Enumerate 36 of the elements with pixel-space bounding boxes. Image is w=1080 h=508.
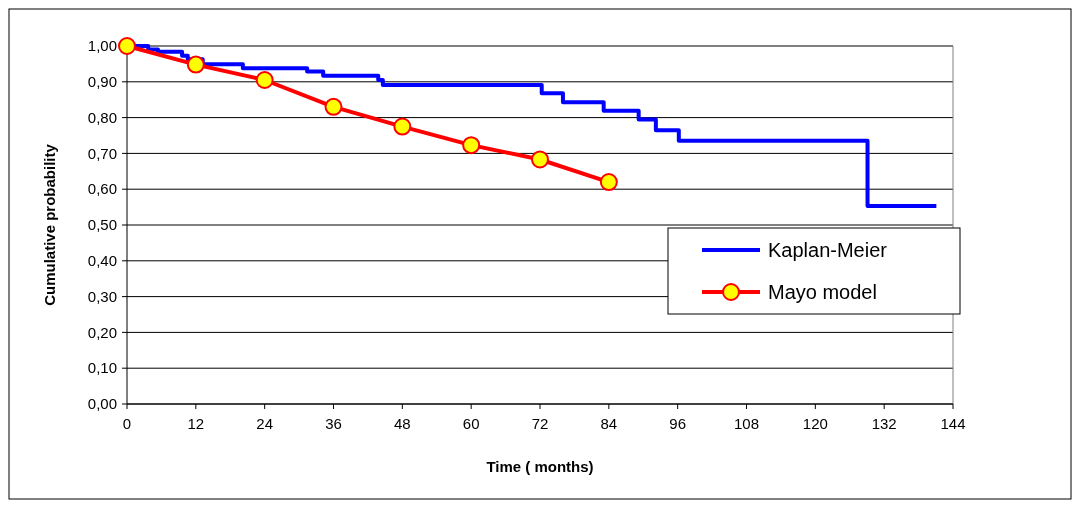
y-tick-label: 0,40	[87, 252, 117, 270]
x-tick-label: 24	[256, 415, 274, 432]
x-tick-label: 60	[462, 415, 480, 432]
y-tick-label: 0,10	[87, 359, 117, 377]
y-tick-label: 0,80	[87, 108, 117, 126]
y-tick-label: 0,70	[87, 144, 117, 162]
x-tick-label: 48	[393, 415, 411, 432]
x-axis-title: Time ( months)	[486, 458, 594, 475]
y-axis-title: Cumulative probability	[41, 143, 58, 306]
x-tick-label: 96	[669, 415, 687, 432]
point	[255, 71, 274, 90]
x-tick-label: 0	[122, 415, 132, 432]
y-tick-label: 1,00	[87, 37, 117, 55]
point	[462, 136, 481, 155]
y-tick-label: 0,50	[87, 216, 117, 234]
point	[118, 37, 136, 55]
x-tick-label: 144	[940, 415, 966, 432]
y-tick-label: 0,60	[87, 180, 117, 198]
y-tick-label: 0,30	[87, 287, 117, 305]
x-tick-label: 120	[802, 415, 828, 432]
y-tick-label: 0,00	[87, 395, 117, 413]
legend-label: Mayo model	[768, 281, 877, 303]
x-tick-label: 108	[733, 415, 760, 432]
point	[599, 173, 618, 192]
x-tick-label: 12	[187, 415, 205, 432]
point	[531, 150, 549, 169]
point	[393, 117, 412, 136]
point	[186, 55, 205, 74]
point	[324, 97, 343, 116]
y-tick-label: 0,90	[87, 73, 117, 91]
x-tick-label: 36	[325, 415, 342, 432]
x-tick-label: 84	[600, 415, 618, 432]
x-tick-label: 72	[531, 415, 549, 432]
y-tick-label: 0,20	[87, 323, 117, 341]
x-tick-label: 132	[871, 415, 897, 432]
legend-label: Kaplan-Meier	[768, 239, 888, 261]
